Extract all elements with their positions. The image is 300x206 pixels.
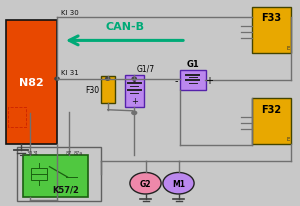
Text: E: E xyxy=(286,46,290,50)
Bar xyxy=(31,168,47,180)
Text: -: - xyxy=(175,76,178,86)
Text: +: + xyxy=(131,97,138,105)
Text: M1: M1 xyxy=(172,179,185,188)
Text: F32: F32 xyxy=(261,104,282,114)
Text: 30: 30 xyxy=(27,150,33,155)
Text: CAN-B: CAN-B xyxy=(105,22,144,32)
Circle shape xyxy=(55,78,59,81)
Text: F30: F30 xyxy=(85,85,99,94)
Text: G1/7: G1/7 xyxy=(136,64,155,73)
Text: KI 31: KI 31 xyxy=(61,69,79,75)
Text: F33: F33 xyxy=(261,13,282,23)
Bar xyxy=(16,147,101,201)
Bar xyxy=(22,156,88,197)
Text: +: + xyxy=(205,76,213,86)
Bar xyxy=(252,99,291,144)
Text: E: E xyxy=(286,136,290,141)
Circle shape xyxy=(163,173,194,194)
Circle shape xyxy=(132,112,137,115)
Bar xyxy=(180,71,206,91)
Text: G1: G1 xyxy=(186,60,199,69)
Circle shape xyxy=(106,78,110,81)
Bar xyxy=(124,75,144,107)
Bar xyxy=(252,8,291,54)
Bar xyxy=(100,76,115,103)
Text: 87a: 87a xyxy=(74,150,82,155)
Circle shape xyxy=(132,78,136,81)
Circle shape xyxy=(130,173,161,194)
Text: N82: N82 xyxy=(19,77,44,87)
Text: 31: 31 xyxy=(33,150,39,155)
Bar xyxy=(6,21,57,144)
Text: G2: G2 xyxy=(140,179,151,188)
Text: -: - xyxy=(133,77,136,86)
Text: 87: 87 xyxy=(66,150,72,155)
Text: KI 30: KI 30 xyxy=(61,9,79,15)
Text: K57/2: K57/2 xyxy=(52,185,79,194)
